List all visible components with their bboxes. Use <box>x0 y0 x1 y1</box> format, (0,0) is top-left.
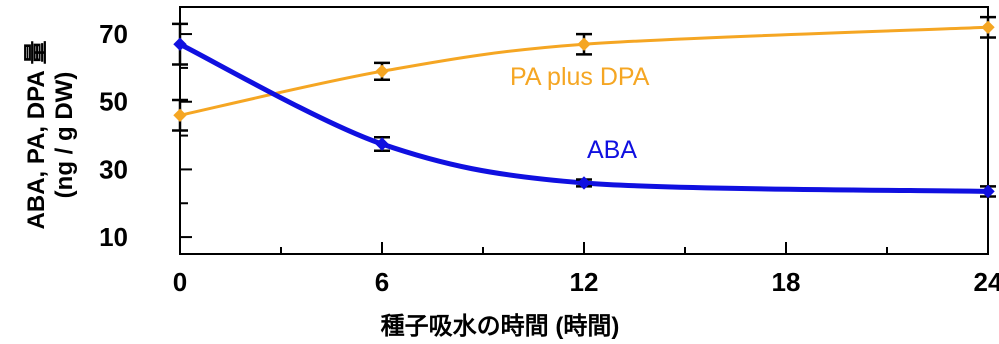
data-point-aba <box>577 176 591 190</box>
y-tick-label: 50 <box>99 87 128 117</box>
x-tick-label: 12 <box>570 267 599 297</box>
x-axis-ticks: 0 6 12 18 24 <box>173 242 999 297</box>
series-layer <box>172 15 996 199</box>
data-point-aba <box>375 137 389 151</box>
y-axis-title-line2: (ng / g DW) <box>51 72 78 199</box>
x-tick-label: 0 <box>173 267 187 297</box>
series-label-pa-plus-dpa: PA plus DPA <box>510 63 650 91</box>
x-tick-label: 6 <box>375 267 389 297</box>
data-point-pa-plus-dpa <box>577 37 591 51</box>
y-tick-label: 30 <box>99 154 128 184</box>
x-tick-label: 18 <box>772 267 801 297</box>
data-point-aba <box>981 184 995 199</box>
x-axis-title: 種子吸水の時間 (時間) <box>381 313 620 340</box>
series-line-aba <box>178 41 989 194</box>
y-tick-label: 70 <box>99 19 128 49</box>
data-point-pa-plus-dpa <box>981 20 995 35</box>
y-axis-title: ABA, PA, DPA 量 (ng / g DW) <box>23 41 78 230</box>
y-tick-label: 10 <box>99 222 128 252</box>
series-line-pa-plus-dpa <box>179 25 989 117</box>
y-axis-ticks: 10 30 50 70 <box>99 19 192 252</box>
data-point-pa-plus-dpa <box>375 64 389 78</box>
data-point-pa-plus-dpa <box>173 108 187 122</box>
x-tick-label: 24 <box>974 267 999 297</box>
y-axis-title-line1: ABA, PA, DPA 量 <box>23 41 50 230</box>
series-label-aba: ABA <box>587 136 637 164</box>
data-point-aba <box>173 37 187 51</box>
